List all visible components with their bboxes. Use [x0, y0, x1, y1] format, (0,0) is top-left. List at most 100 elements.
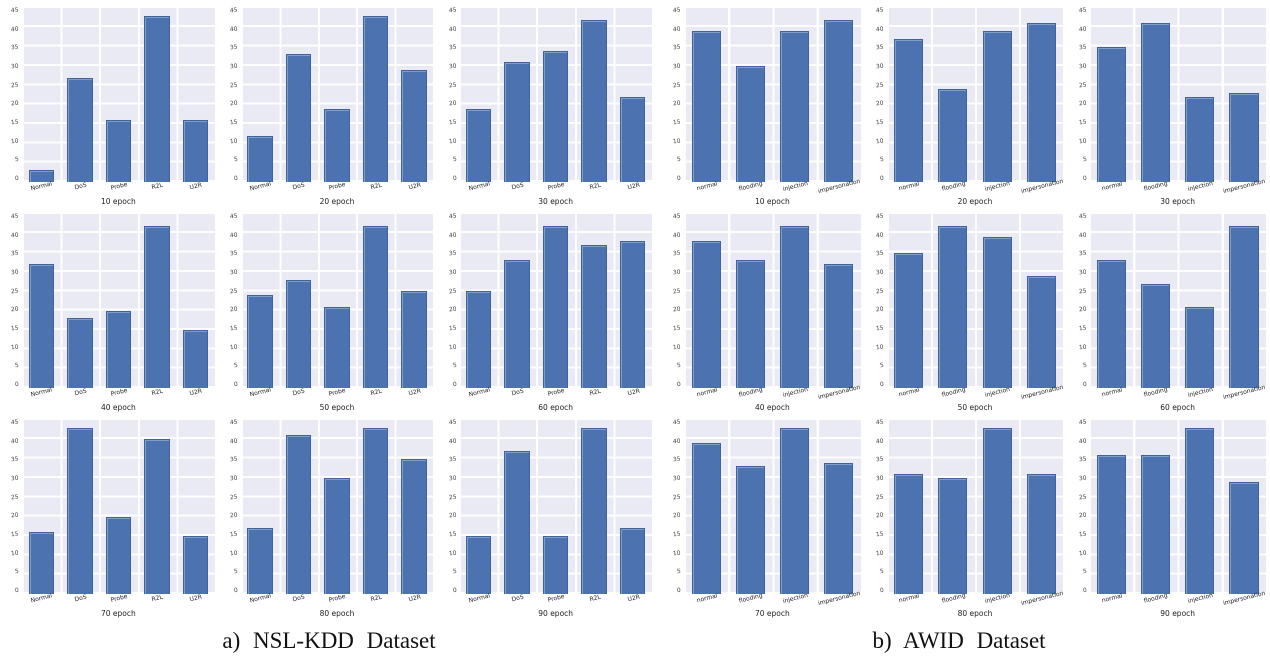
x-axis: normal flooding injection impersonation: [887, 384, 1063, 403]
y-tick-label: 25: [448, 81, 457, 90]
y-axis: 45 40 35 30 25 20 15 10 5 0: [6, 419, 22, 594]
y-tick-label: 30: [672, 62, 682, 71]
plot-area: [886, 214, 1064, 388]
y-tick-label: 35: [10, 249, 20, 258]
y-tick-label: 40: [10, 25, 20, 34]
bar-dos: [67, 77, 93, 182]
x-tick-slot: normal: [1089, 180, 1133, 197]
y-axis: 45 40 35 30 25 20 15 10 5 0: [225, 418, 241, 594]
bar-normal: [247, 135, 273, 182]
y-tick-label: 45: [10, 6, 20, 15]
y-tick-label: 20: [672, 305, 682, 314]
x-axis-title: 30 epoch: [1160, 197, 1196, 206]
bar-slot: [1222, 214, 1266, 388]
awid-bar-chart-90-epoch: 45 40 35 30 25 20 15 10 5 0 normal flooding injectio…: [1073, 419, 1266, 620]
bar-normal: [691, 31, 721, 182]
nsl-kdd-chart-grid: 45 40 35 30 25 20 15 10 5 0 Normal DoS Probe R2L U2R 10…: [6, 6, 652, 620]
y-tick-label: 35: [672, 249, 682, 258]
y-tick-label: 45: [229, 418, 238, 427]
bar-injection: [779, 31, 809, 182]
y-tick-label: 30: [1078, 268, 1087, 277]
x-tick-slot: R2L: [356, 388, 395, 403]
x-tick-label: R2L: [588, 387, 602, 398]
bar-probe: [105, 120, 132, 182]
plot-area: [22, 214, 215, 388]
x-tick-slot: impersonation: [1222, 384, 1267, 403]
x-tick-slot: normal: [684, 386, 728, 403]
y-axis: 45 40 35 30 25 20 15 10 5 0: [443, 212, 459, 389]
x-axis: normal flooding injection impersonation: [1089, 178, 1266, 197]
awid-bar-chart-60-epoch: 45 40 35 30 25 20 15 10 5 0 normal flooding injectio…: [1073, 213, 1267, 414]
x-axis: normal flooding injection impersonation: [1089, 384, 1267, 403]
y-tick-label: 0: [1082, 586, 1087, 595]
y-tick-label: 35: [672, 43, 682, 52]
x-axis-title: 10 epoch: [100, 197, 136, 206]
chart-body: 45 40 35 30 25 20 15 10 5 0: [1073, 419, 1266, 595]
y-tick-label: 30: [1078, 474, 1087, 483]
bar-slot: [684, 214, 728, 388]
bar-flooding: [1141, 454, 1171, 594]
bar-slot: [356, 214, 395, 388]
y-tick-label: 5: [1082, 362, 1087, 370]
bar-dos: [67, 427, 93, 594]
bar-r2l: [144, 439, 170, 594]
y-tick-label: 15: [1078, 530, 1087, 539]
y-tick-label: 45: [448, 212, 457, 221]
x-tick-slot: Normal: [459, 386, 498, 403]
y-tick-label: 15: [10, 118, 20, 127]
y-tick-label: 30: [1078, 62, 1087, 71]
y-tick-label: 30: [448, 268, 457, 277]
nsl-kdd-bar-chart-90-epoch: 45 40 35 30 25 20 15 10 5 0 Normal DoS Probe R2L U2R 90…: [443, 419, 652, 620]
y-tick-label: 15: [229, 118, 238, 127]
x-tick-slot: Normal: [241, 386, 280, 403]
bar-normal: [247, 528, 273, 594]
y-tick-label: 25: [10, 493, 20, 502]
bar-probe: [324, 108, 350, 182]
y-tick-label: 0: [676, 586, 682, 595]
bar-dos: [285, 54, 312, 182]
x-tick-label: U2R: [407, 181, 422, 192]
bar-r2l: [144, 15, 170, 182]
bar-slot: [1089, 420, 1133, 594]
x-axis-title: 70 epoch: [754, 609, 790, 618]
bar-slot: [241, 214, 280, 388]
y-tick-label: 15: [672, 324, 682, 333]
x-tick-slot: Normal: [459, 180, 498, 197]
chart-body: 45 40 35 30 25 20 15 10 5 0: [225, 213, 434, 388]
plot-area: [240, 8, 434, 182]
x-axis: Normal DoS Probe R2L U2R: [241, 180, 434, 197]
bar-slot: [975, 420, 1019, 594]
y-tick-label: 35: [10, 43, 20, 52]
nsl-kdd-bar-chart-40-epoch: 45 40 35 30 25 20 15 10 5 0 Normal DoS Probe R2L U2R 40…: [6, 213, 215, 414]
x-tick-slot: injection: [1178, 592, 1222, 609]
bar-slot: [138, 8, 177, 182]
x-axis-title: 20 epoch: [957, 197, 993, 206]
y-tick-label: 30: [10, 474, 20, 483]
bar-r2l: [581, 427, 607, 594]
y-tick-label: 35: [1078, 249, 1087, 258]
x-axis: normal flooding injection impersonation: [684, 590, 861, 609]
x-axis-title: 50 epoch: [319, 403, 355, 412]
bar-slot: [279, 8, 318, 182]
bar-slot: [318, 420, 357, 594]
bar-flooding: [735, 466, 765, 594]
nsl-kdd-bar-chart-10-epoch: 45 40 35 30 25 20 15 10 5 0 Normal DoS Probe R2L U2R 10…: [6, 6, 215, 208]
bar-slot: [613, 8, 652, 182]
x-axis: normal flooding injection impersonation: [887, 590, 1063, 609]
y-tick-label: 15: [229, 324, 238, 333]
y-tick-label: 5: [879, 568, 884, 576]
bar-flooding: [1141, 23, 1171, 182]
y-tick-label: 15: [672, 530, 682, 539]
x-tick-label: DoS: [292, 181, 306, 192]
bar-slot: [1134, 214, 1178, 388]
awid-bar-chart-80-epoch: 45 40 35 30 25 20 15 10 5 0 normal flooding injectio…: [871, 419, 1064, 620]
y-tick-label: 0: [676, 380, 682, 389]
bar-slot: [1089, 8, 1133, 182]
y-tick-label: 10: [1078, 549, 1087, 557]
y-tick-label: 10: [229, 137, 238, 145]
y-tick-label: 45: [229, 6, 238, 15]
bar-normal: [247, 295, 273, 388]
bar-slot: [22, 214, 61, 388]
x-tick-slot: injection: [772, 386, 816, 403]
y-tick-label: 0: [452, 380, 457, 389]
